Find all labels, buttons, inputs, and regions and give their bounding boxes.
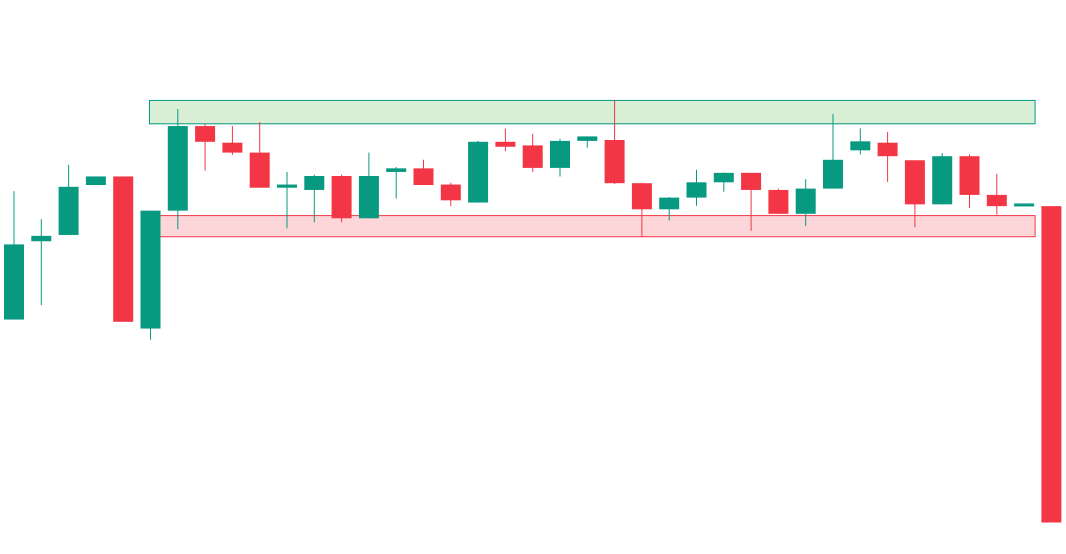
candle-27 bbox=[741, 172, 762, 231]
candle-19 bbox=[522, 133, 543, 172]
candle-body bbox=[522, 145, 543, 168]
candle-12 bbox=[331, 174, 352, 223]
candle-body bbox=[631, 183, 652, 210]
candle-5 bbox=[140, 210, 161, 340]
candle-body bbox=[877, 142, 898, 157]
candle-body bbox=[659, 197, 680, 210]
candle-23 bbox=[631, 182, 652, 237]
candle-body bbox=[932, 156, 953, 205]
candle-30 bbox=[823, 113, 843, 189]
resistance-zone bbox=[149, 99, 1036, 125]
candle-36 bbox=[986, 173, 1007, 215]
candle-body bbox=[550, 140, 570, 168]
candle-9 bbox=[249, 122, 270, 188]
candle-37 bbox=[1014, 203, 1035, 207]
candle-body bbox=[495, 141, 516, 147]
candle-body bbox=[795, 188, 816, 214]
candle-13 bbox=[358, 152, 379, 219]
support-zone bbox=[149, 215, 1036, 238]
candle-28 bbox=[768, 188, 789, 214]
candle-body bbox=[604, 140, 625, 184]
candle-body bbox=[31, 235, 52, 242]
candle-33 bbox=[904, 160, 925, 228]
candle-body bbox=[768, 189, 789, 214]
candle-24 bbox=[659, 197, 680, 221]
candle-6 bbox=[167, 108, 188, 230]
candle-body bbox=[358, 176, 379, 219]
candle-11 bbox=[304, 174, 325, 223]
candle-body bbox=[4, 244, 24, 320]
candle-body bbox=[222, 142, 243, 153]
candle-body bbox=[167, 126, 188, 211]
candle-4 bbox=[113, 176, 134, 322]
candle-22 bbox=[604, 100, 625, 185]
candle-10 bbox=[277, 171, 297, 229]
candle-body bbox=[1014, 203, 1035, 207]
candle-body bbox=[468, 141, 489, 203]
candle-body bbox=[904, 160, 925, 205]
candle-body bbox=[686, 182, 707, 198]
candle-18 bbox=[495, 128, 516, 152]
candle-body bbox=[823, 159, 843, 189]
candle-body bbox=[1041, 206, 1062, 523]
candle-body bbox=[959, 156, 980, 195]
candle-body bbox=[440, 184, 461, 201]
candle-1 bbox=[31, 219, 52, 306]
candle-body bbox=[331, 176, 352, 219]
candles-layer bbox=[4, 100, 1062, 523]
candle-20 bbox=[550, 138, 570, 177]
candle-body bbox=[713, 172, 734, 183]
candle-25 bbox=[686, 169, 707, 206]
candle-body bbox=[85, 176, 106, 185]
candle-2 bbox=[58, 164, 79, 235]
candle-body bbox=[277, 184, 297, 188]
candle-body bbox=[386, 168, 407, 172]
candle-body bbox=[850, 141, 871, 151]
candle-34 bbox=[932, 153, 953, 205]
candle-7 bbox=[195, 123, 216, 171]
candle-body bbox=[304, 176, 325, 190]
candle-38 bbox=[1041, 206, 1062, 523]
candle-body bbox=[413, 168, 434, 185]
candle-16 bbox=[440, 182, 461, 207]
candle-body bbox=[195, 126, 216, 142]
candle-body bbox=[58, 186, 79, 235]
candle-21 bbox=[577, 136, 598, 148]
candle-26 bbox=[713, 172, 734, 192]
candle-body bbox=[113, 176, 134, 322]
candle-32 bbox=[877, 131, 898, 182]
candle-29 bbox=[795, 179, 816, 226]
candle-14 bbox=[386, 167, 407, 199]
candle-17 bbox=[468, 140, 489, 203]
candle-0 bbox=[4, 191, 24, 320]
candle-35 bbox=[959, 154, 980, 208]
candle-31 bbox=[850, 128, 871, 155]
candle-body bbox=[140, 210, 161, 329]
candle-3 bbox=[85, 176, 106, 185]
candle-body bbox=[741, 172, 762, 190]
candle-15 bbox=[413, 159, 434, 185]
candle-body bbox=[577, 136, 598, 141]
candle-body bbox=[986, 194, 1007, 207]
zones-layer bbox=[149, 99, 1036, 238]
candle-body bbox=[249, 152, 270, 188]
candle-8 bbox=[222, 126, 243, 155]
